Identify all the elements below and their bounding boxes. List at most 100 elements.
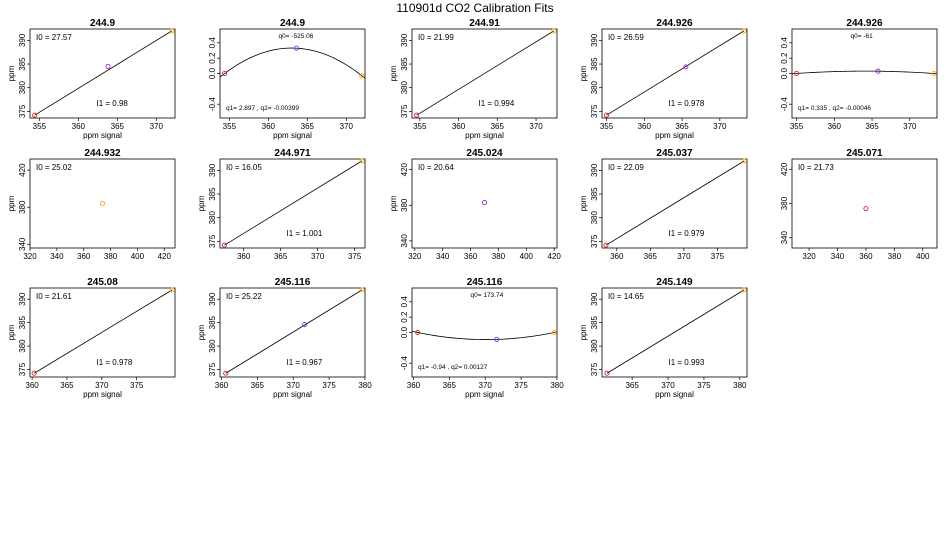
panel-title: 244.9 <box>90 18 115 29</box>
plot-frame <box>219 158 366 249</box>
x-tick-label: 375 <box>348 252 362 261</box>
y-tick-label: 380 <box>590 80 599 94</box>
fit-annotation: I0 = 21.61 <box>36 292 72 301</box>
x-tick-label: 375 <box>322 381 336 390</box>
y-axis-label: ppm <box>389 195 398 211</box>
data-point <box>603 242 609 248</box>
plot-frame <box>29 28 176 119</box>
y-tick-label: -0.4 <box>400 356 409 370</box>
y-tick-label: 390 <box>590 163 599 177</box>
fit-annotation: I1 = 0.978 <box>97 358 133 367</box>
data-point <box>741 287 747 293</box>
y-axis-label: ppm <box>197 195 206 211</box>
x-tick-label: 420 <box>158 252 172 261</box>
x-tick-label: 370 <box>340 122 354 131</box>
data-point <box>359 158 365 164</box>
x-tick-label: 360 <box>262 122 276 131</box>
data-point <box>414 112 420 118</box>
x-tick-label: 340 <box>436 252 450 261</box>
plot-frame <box>29 158 176 249</box>
data-point <box>359 287 365 293</box>
y-axis-label: ppm <box>579 324 588 340</box>
quadratic-fit-curve <box>792 70 937 75</box>
y-tick-label: 375 <box>590 362 599 376</box>
y-tick-label: 385 <box>590 57 599 71</box>
x-tick-label: 360 <box>25 381 39 390</box>
linear-fit-line <box>34 30 173 116</box>
fit-annotation: I0 = 21.99 <box>418 33 454 42</box>
data-point <box>481 200 488 206</box>
fit-annotation: q0= 173.74 <box>471 292 504 299</box>
plot-frame <box>411 28 558 119</box>
y-tick-label: 380 <box>18 339 27 353</box>
quadratic-fit-curve <box>412 330 557 340</box>
fit-annotation: I1 = 0.979 <box>669 229 705 238</box>
x-axis-label: ppm signal <box>465 131 504 140</box>
y-axis-label: ppm <box>7 65 16 81</box>
y-tick-label: 390 <box>590 292 599 306</box>
x-tick-label: 360 <box>464 252 478 261</box>
data-point <box>32 112 38 118</box>
y-tick-label: 385 <box>18 315 27 329</box>
data-point <box>931 70 937 77</box>
y-tick-label: 380 <box>590 210 599 224</box>
panel-title: 244.926 <box>846 18 883 29</box>
x-tick-label: 360 <box>859 252 873 261</box>
x-tick-label: 370 <box>95 381 109 390</box>
data-point <box>604 370 610 376</box>
x-axis-label: ppm signal <box>273 131 312 140</box>
y-tick-label: 0.2 <box>208 52 217 64</box>
x-tick-label: 365 <box>301 122 315 131</box>
y-tick-label: 375 <box>590 104 599 118</box>
plot-frame <box>791 158 938 249</box>
fit-annotation: q0= -61 <box>851 33 874 40</box>
fit-annotation: I0 = 14.65 <box>608 292 644 301</box>
x-tick-label: 365 <box>60 381 74 390</box>
x-tick-label: 320 <box>23 252 37 261</box>
y-tick-label: 380 <box>590 339 599 353</box>
fit-annotation: I0 = 25.02 <box>36 163 72 172</box>
data-point <box>863 206 869 212</box>
x-tick-label: 355 <box>223 122 237 131</box>
panel-title: 245.024 <box>466 148 503 159</box>
y-tick-label: 390 <box>208 292 217 306</box>
x-tick-label: 375 <box>130 381 144 390</box>
y-tick-label: 340 <box>18 237 27 251</box>
x-tick-label: 420 <box>548 252 562 261</box>
calibration-panel: 244.91 355 360 365 370 375 380 385 390 ppm signal… <box>389 18 558 140</box>
y-tick-label: 390 <box>18 292 27 306</box>
calibration-panel: 244.926 355 360 365 370 -0.4 0.0 0.2 0.4 q0= -61 q… <box>780 18 938 131</box>
panel-title: 245.071 <box>846 148 883 159</box>
x-tick-label: 320 <box>408 252 422 261</box>
x-tick-label: 380 <box>888 252 902 261</box>
fit-annotation: I0 = 20.64 <box>418 163 454 172</box>
panel-title: 244.971 <box>274 148 311 159</box>
y-tick-label: 420 <box>400 162 409 176</box>
data-point <box>105 63 111 69</box>
y-tick-label: 390 <box>208 163 217 177</box>
calibration-panel: 245.071 320 340 360 380 400 340 380 420 I0 = 21.7… <box>780 148 938 261</box>
y-tick-label: 420 <box>18 163 27 177</box>
figure-title: 110901d CO2 Calibration Fits <box>396 1 553 15</box>
linear-fit-line <box>605 160 745 246</box>
plot-frame <box>601 287 748 378</box>
x-tick-label: 380 <box>733 381 747 390</box>
data-point <box>551 329 557 336</box>
y-tick-label: 0.2 <box>780 52 789 64</box>
x-axis-label: ppm signal <box>465 390 504 399</box>
panel-title: 244.9 <box>280 18 305 29</box>
fit-annotation: I0 = 27.57 <box>36 33 72 42</box>
panel-grid: 244.9 355 360 365 370 375 380 385 390 ppm signal p… <box>7 18 938 399</box>
x-tick-label: 365 <box>675 122 689 131</box>
calibration-panel: 245.116 360 365 370 375 380 -0.4 0.0 0.2 0.4 ppm s… <box>400 277 564 399</box>
fit-annotation: I1 = 1.001 <box>287 229 323 238</box>
plot-frame <box>29 287 176 378</box>
x-tick-label: 370 <box>287 381 301 390</box>
y-tick-label: 0.4 <box>208 37 217 49</box>
x-axis-label: ppm signal <box>273 390 312 399</box>
fit-annotation: I1 = 0.967 <box>287 358 323 367</box>
x-tick-label: 370 <box>150 122 164 131</box>
calibration-panel: 244.9 355 360 365 370 375 380 385 390 ppm signal p… <box>7 18 176 140</box>
